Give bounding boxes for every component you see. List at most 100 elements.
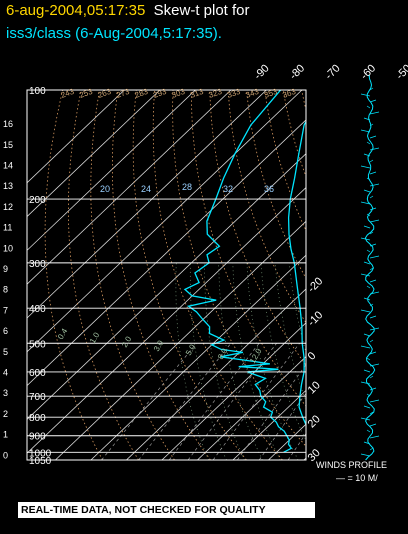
wind-barb [369,303,374,307]
wind-barb [369,339,374,343]
wind-barb [369,255,380,259]
height-km-label: 15 [3,140,13,150]
pressure-tick-label: 1000 [29,448,52,459]
wind-barb [363,369,371,373]
pressure-tick-label: 400 [29,304,46,315]
wind-barb [366,141,371,145]
wind-barb [366,321,371,325]
pressure-tick-label: 200 [29,195,46,206]
pressure-tick-label: 100 [29,86,46,97]
dry-adiabat-label: 353 [263,87,279,100]
dry-adiabat-label: 303 [170,87,186,100]
dry-adiabat [264,90,306,232]
right-temperature-label: 10 [306,379,323,396]
isotherm-line [339,90,408,460]
pressure-tick-label: 500 [29,339,46,350]
station-subtitle: iss3/class (6-Aug-2004,5:17:35). [6,25,222,42]
height-km-label: 12 [3,202,13,212]
isotherm-line [55,220,306,460]
wind-barb [369,423,377,427]
dry-adiabat [152,90,283,460]
height-km-label: 16 [3,119,13,129]
wind-barb [369,279,377,283]
title-line: 6-aug-2004,05:17:35 Skew-t plot for [6,2,250,19]
moist-adiabat-label: 3.0 [152,338,166,353]
dry-adiabat [246,90,306,280]
mixing-ratio-label: 28 [182,182,192,192]
dry-adiabat-label: 323 [207,87,223,100]
height-km-label: 0 [3,450,8,460]
wind-barb [363,261,371,265]
dry-adiabat-label: 273 [115,87,131,100]
dry-adiabat-label: 333 [226,87,242,100]
wind-barb [363,189,371,193]
isotherm-line [27,153,306,420]
wind-barb [369,363,380,367]
moist-adiabat-label: 2.0 [120,334,134,349]
height-km-label: 5 [3,347,8,357]
wind-barb [363,117,371,121]
dry-adiabat-label: 343 [244,87,260,100]
winds-profile-label: WINDS PROFILE [316,460,388,470]
dewpoint-profile-line [183,90,293,453]
wind-barb [369,435,380,439]
wind-barb [369,375,374,379]
height-km-label: 1 [3,430,8,440]
wind-profile-line [364,75,376,461]
isotherm-line [197,356,306,460]
height-km-label: 14 [3,160,13,170]
wind-barb [369,195,374,199]
height-km-label: 6 [3,326,8,336]
right-temperature-label: -10 [306,309,326,329]
mixing-ratio-line [187,343,277,460]
wind-barb [366,393,371,397]
wind-barb [369,387,377,391]
wind-barb [363,333,371,337]
mixing-ratio-line [258,392,306,460]
wind-barb [369,351,377,355]
pressure-tick-label: 1050 [29,456,52,467]
wind-barb [360,381,371,385]
wind-barb [369,159,374,163]
wind-barb [360,309,371,313]
height-km-label: 2 [3,409,8,419]
top-temperature-label: -50 [394,62,408,82]
wind-scale-label: — = 10 M/ [336,473,378,483]
wind-barb [369,171,377,175]
wind-barb [369,183,380,187]
isotherm-line [27,90,161,218]
plot-area [27,90,408,460]
height-km-label: 11 [3,223,12,233]
mixing-ratio-label: 20 [100,184,110,194]
dry-adiabat [227,90,306,324]
wind-barb [369,243,377,247]
dry-adiabat [132,90,247,460]
plot-frame [26,89,307,461]
height-km-label: 4 [3,368,8,378]
isotherm-line [232,389,306,460]
wind-barb [369,267,374,271]
isotherm-line [27,90,125,184]
wind-barb [366,285,371,289]
quality-warning: REAL-TIME DATA, NOT CHECKED FOR QUALITY [18,502,315,518]
wind-barb [369,315,377,319]
top-temperature-label: -70 [323,62,343,82]
height-km-label: 13 [3,181,13,191]
height-km-label: 10 [3,243,13,253]
wind-barb [369,219,380,223]
dry-adiabat [375,90,408,460]
height-km-label: 3 [3,388,8,398]
right-temperature-label: 0 [306,350,319,363]
wind-barb [369,327,380,331]
isotherm-line [375,90,408,460]
dry-adiabat-label: 263 [97,87,113,100]
wind-barb [360,93,371,97]
pressure-tick-label: 600 [29,368,46,379]
top-temperature-label: -90 [252,62,272,82]
wind-barb [369,99,377,103]
wind-barb [369,411,374,415]
wind-barb [369,399,380,403]
moist-adiabat [288,262,306,354]
wind-barb [360,129,371,133]
wind-barb [363,405,371,409]
